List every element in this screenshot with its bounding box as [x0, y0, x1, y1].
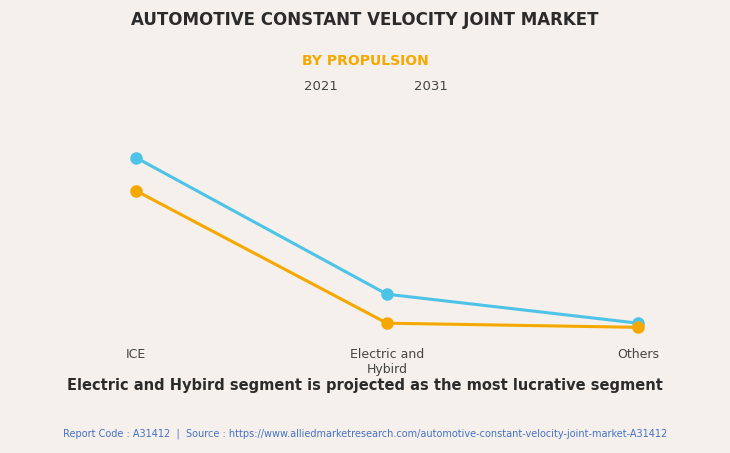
Text: Report Code : A31412  |  Source : https://www.alliedmarketresearch.com/automotiv: Report Code : A31412 | Source : https://…	[63, 428, 667, 439]
Text: 2031: 2031	[414, 80, 447, 92]
Text: BY PROPULSION: BY PROPULSION	[301, 54, 429, 68]
Text: 2021: 2021	[304, 80, 338, 92]
Text: AUTOMOTIVE CONSTANT VELOCITY JOINT MARKET: AUTOMOTIVE CONSTANT VELOCITY JOINT MARKE…	[131, 11, 599, 29]
Text: Electric and Hybird segment is projected as the most lucrative segment: Electric and Hybird segment is projected…	[67, 378, 663, 393]
